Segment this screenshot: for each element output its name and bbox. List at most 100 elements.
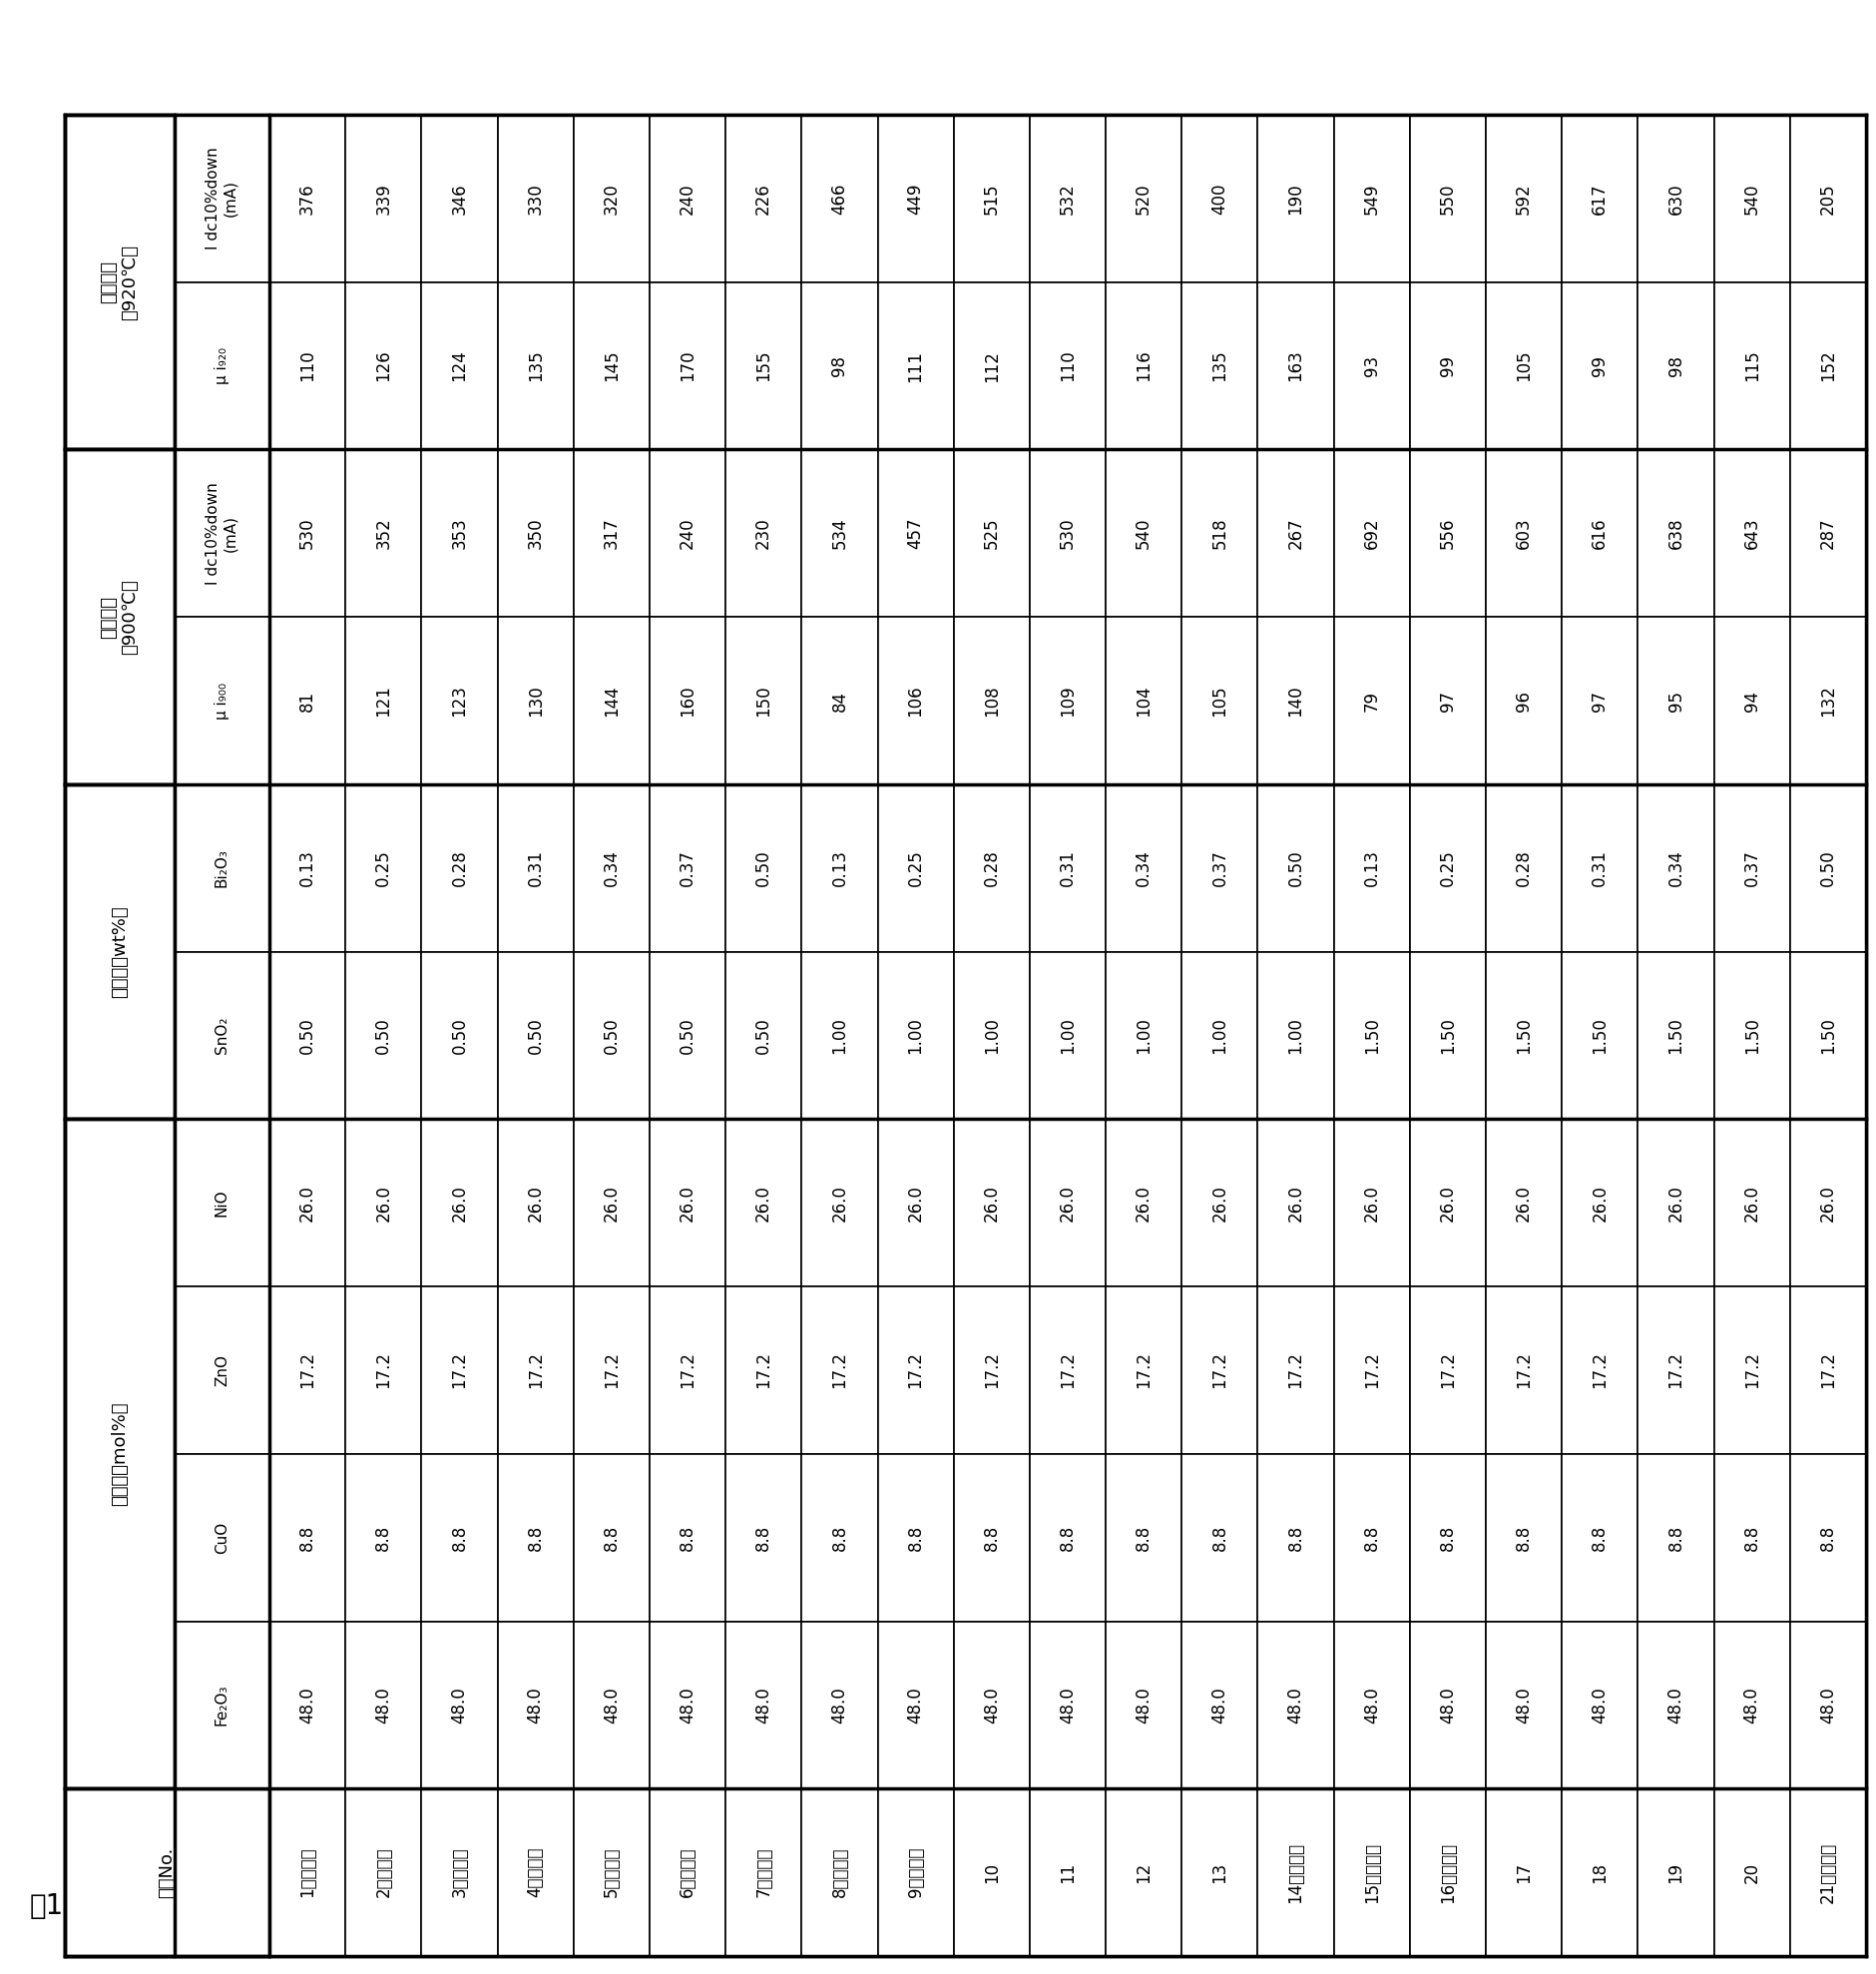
Bar [422,1287,497,1455]
Bar [1257,618,1334,784]
Text: 0.37: 0.37 [1210,849,1229,886]
Text: 530: 530 [298,517,317,549]
Text: 692: 692 [1362,517,1381,549]
Bar [174,951,270,1119]
Text: 1.50: 1.50 [1591,1017,1610,1054]
Text: 132: 132 [1820,685,1837,717]
Text: 48.0: 48.0 [1210,1686,1229,1723]
Bar [574,1287,649,1455]
Bar [497,1788,574,1956]
Bar [726,114,801,282]
Text: 0.50: 0.50 [298,1017,317,1054]
Text: 8.8: 8.8 [1210,1524,1229,1552]
Bar [953,784,1030,951]
Text: 0.34: 0.34 [1668,849,1685,886]
Bar [801,784,878,951]
Bar [1411,1455,1486,1621]
Text: 150: 150 [754,685,773,717]
Text: 烧结温度
（920℃）: 烧结温度 （920℃） [101,245,139,320]
Text: 1.50: 1.50 [1743,1017,1762,1054]
Bar [1257,282,1334,450]
Text: 12: 12 [1135,1861,1152,1883]
Text: 13: 13 [1210,1861,1229,1883]
Text: 2（比較）: 2（比較） [375,1848,392,1897]
Text: 466: 466 [831,184,848,215]
Text: 135: 135 [527,349,544,381]
Text: I dc10%down
(mA): I dc10%down (mA) [206,482,238,584]
Bar [1563,1621,1638,1788]
Text: 26.0: 26.0 [1668,1184,1685,1222]
Text: 48.0: 48.0 [831,1686,848,1723]
Bar [726,1287,801,1455]
Text: 8.8: 8.8 [1516,1524,1533,1552]
Text: 7（比較）: 7（比較） [754,1848,773,1897]
Bar [801,1621,878,1788]
Bar [1411,1287,1486,1455]
Bar [497,618,574,784]
Bar [878,282,953,450]
Bar [497,784,574,951]
Text: 163: 163 [1287,349,1306,381]
Text: 110: 110 [1058,349,1077,381]
Text: 98: 98 [831,355,848,377]
Bar [649,450,726,618]
Text: 48.0: 48.0 [1516,1686,1533,1723]
Text: 26.0: 26.0 [298,1184,317,1222]
Bar [1411,951,1486,1119]
Bar [1486,1287,1563,1455]
Bar [1257,1621,1334,1788]
Text: 48.0: 48.0 [1058,1686,1077,1723]
Bar [1182,1621,1257,1788]
Bar [422,114,497,282]
Text: 226: 226 [754,184,773,215]
Bar [1030,114,1105,282]
Bar [649,114,726,282]
Bar [1638,1788,1715,1956]
Text: 1.50: 1.50 [1668,1017,1685,1054]
Text: 0.50: 0.50 [602,1017,621,1054]
Bar [66,114,174,450]
Text: 8.8: 8.8 [1743,1524,1762,1552]
Text: 17.2: 17.2 [906,1352,925,1388]
Bar [726,784,801,951]
Text: 99: 99 [1591,355,1610,377]
Text: 0.50: 0.50 [375,1017,392,1054]
Bar [1257,1788,1334,1956]
Bar [801,618,878,784]
Bar [422,951,497,1119]
Bar [1715,1788,1790,1956]
Bar [1105,618,1182,784]
Text: 532: 532 [1058,184,1077,215]
Text: 152: 152 [1820,349,1837,381]
Bar [1790,1455,1867,1621]
Bar [953,1621,1030,1788]
Bar [878,450,953,618]
Bar [574,450,649,618]
Bar [1486,1788,1563,1956]
Text: 534: 534 [831,517,848,549]
Bar [649,784,726,951]
Text: 表1: 表1 [30,1893,64,1921]
Text: 26.0: 26.0 [831,1184,848,1222]
Bar [1486,951,1563,1119]
Text: 99: 99 [1439,355,1458,377]
Text: 449: 449 [906,184,925,215]
Bar [1715,951,1790,1119]
Text: 48.0: 48.0 [450,1686,469,1723]
Text: 0.25: 0.25 [906,849,925,886]
Bar [1182,784,1257,951]
Bar [1182,618,1257,784]
Bar [1563,282,1638,450]
Bar [1334,114,1411,282]
Text: CuO: CuO [214,1522,229,1554]
Text: 4（比較）: 4（比較） [527,1848,544,1897]
Bar [345,784,422,951]
Text: 145: 145 [602,349,621,381]
Bar [1334,618,1411,784]
Text: 8.8: 8.8 [983,1524,1000,1552]
Text: 19: 19 [1668,1861,1685,1883]
Text: 84: 84 [831,691,848,711]
Text: 3（比較）: 3（比較） [450,1848,469,1897]
Bar [1030,618,1105,784]
Text: 48.0: 48.0 [375,1686,392,1723]
